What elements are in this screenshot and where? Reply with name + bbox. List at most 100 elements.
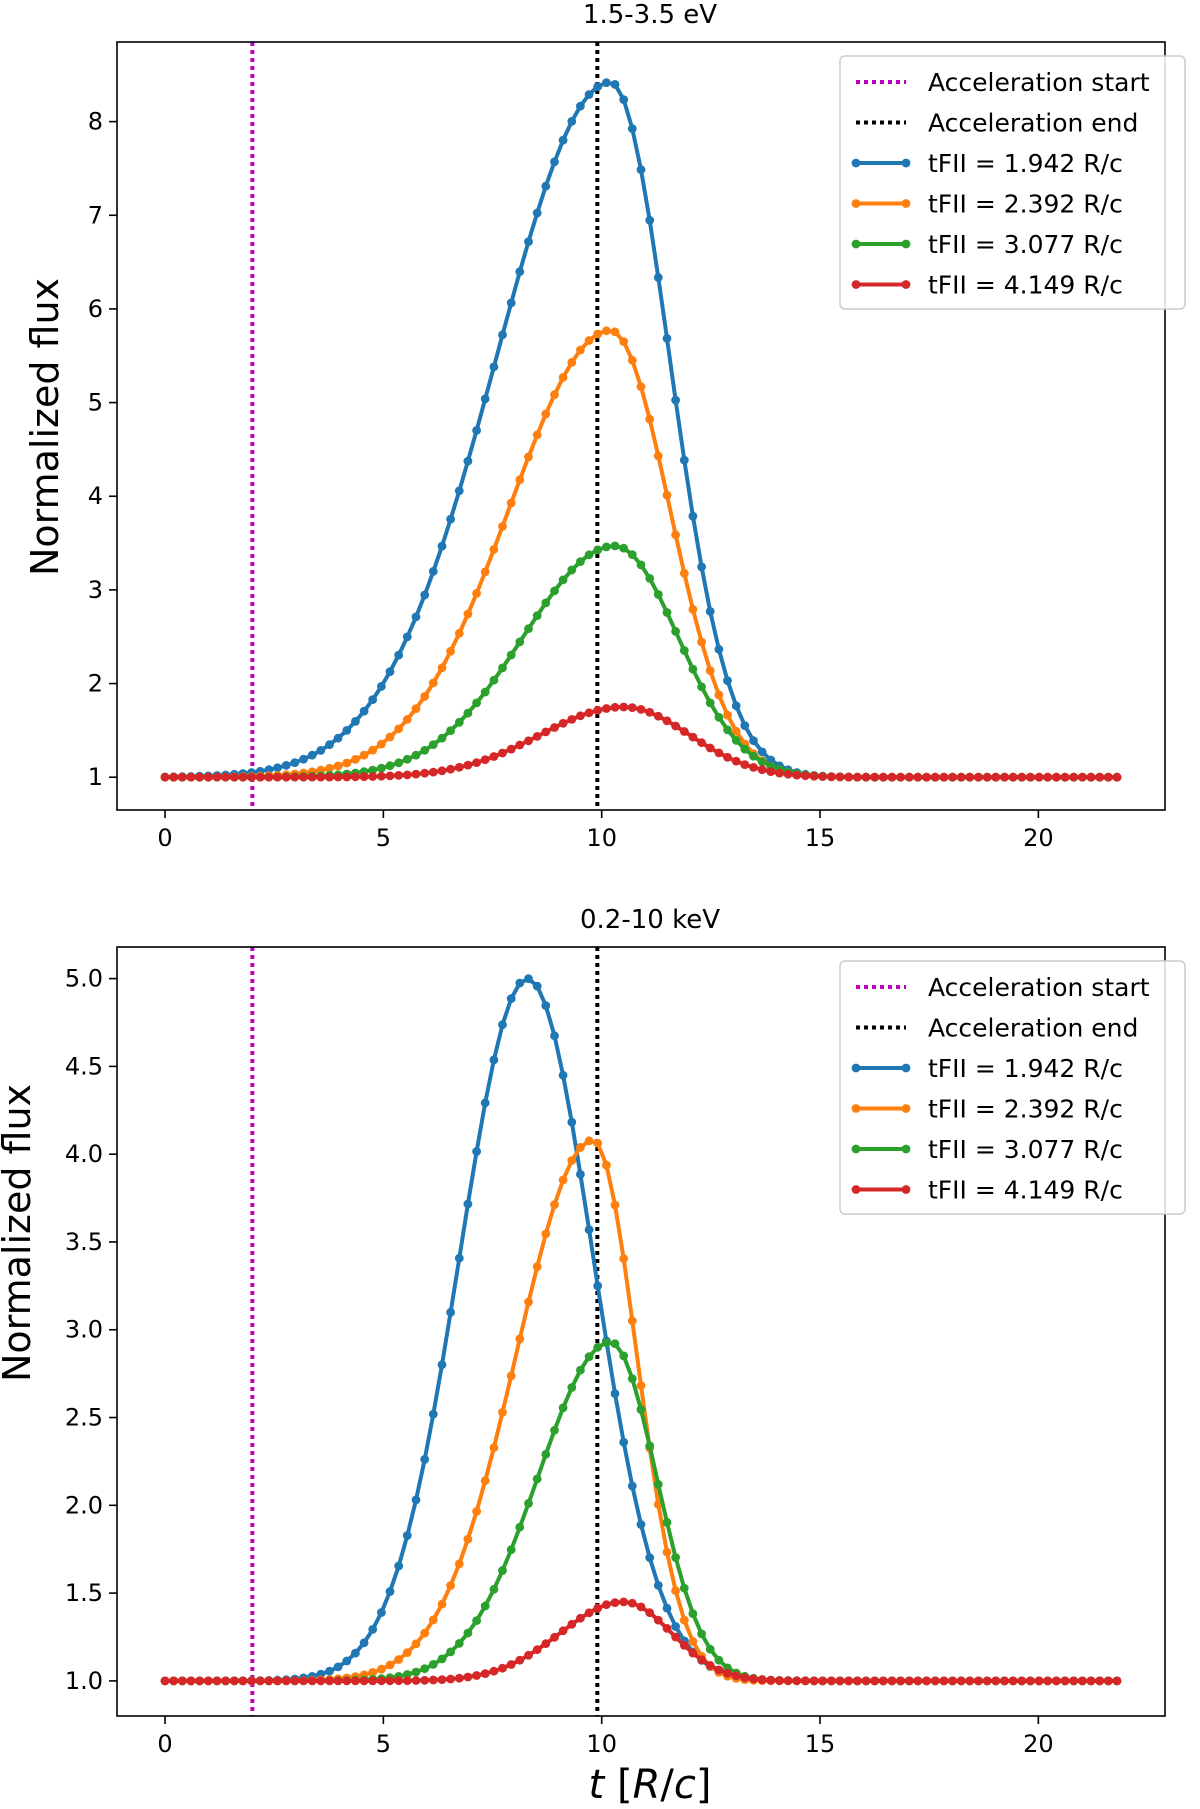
data-point <box>896 1676 905 1686</box>
data-point <box>550 157 559 167</box>
data-point <box>446 1647 455 1657</box>
data-point <box>489 1584 499 1594</box>
data-point <box>532 732 542 741</box>
data-point <box>325 740 334 750</box>
data-point <box>385 1676 395 1686</box>
data-point <box>697 562 706 572</box>
legend-marker <box>851 280 861 289</box>
data-point <box>480 394 490 404</box>
data-point <box>498 1663 507 1673</box>
data-point <box>714 1665 724 1675</box>
data-point <box>524 736 533 746</box>
data-point <box>333 1662 343 1672</box>
data-point <box>446 764 455 774</box>
data-point <box>619 337 629 346</box>
data-point <box>593 1603 603 1613</box>
data-point <box>195 772 205 782</box>
data-point <box>584 1136 594 1146</box>
data-point <box>472 1616 481 1625</box>
data-point <box>377 771 386 781</box>
x-tick-label: 10 <box>586 824 617 852</box>
data-point <box>584 1352 594 1361</box>
data-point <box>402 770 412 780</box>
data-point <box>420 768 430 778</box>
data-point <box>212 772 222 782</box>
data-point <box>558 1403 568 1413</box>
data-point <box>316 772 326 782</box>
data-point <box>498 1408 507 1417</box>
data-point <box>247 1676 256 1686</box>
data-point <box>550 390 559 400</box>
data-point <box>541 1449 551 1459</box>
y-tick-label: 1 <box>88 763 103 791</box>
data-point <box>1052 772 1061 782</box>
data-point <box>948 772 957 782</box>
data-point <box>757 757 767 767</box>
data-point <box>420 1628 430 1638</box>
data-point <box>195 1676 205 1686</box>
y-tick-label: 4.0 <box>65 1140 103 1168</box>
panel-bottom: 0.2-10 keV Normalized flux 0 5 10 15 20 1.0 1.… <box>0 905 1186 1758</box>
data-point <box>766 767 776 776</box>
data-point <box>1095 1676 1105 1686</box>
data-point <box>584 1608 594 1618</box>
data-point <box>697 1655 706 1665</box>
data-point <box>351 717 360 726</box>
data-point <box>619 1597 629 1607</box>
data-point <box>602 542 611 552</box>
data-point <box>930 1676 940 1686</box>
data-point <box>653 1581 663 1590</box>
data-point <box>922 1676 931 1686</box>
series-3 <box>160 541 1122 782</box>
data-point <box>359 1676 369 1686</box>
data-point <box>524 974 533 984</box>
data-point <box>645 1608 655 1618</box>
data-point <box>584 550 594 560</box>
data-point <box>420 1664 430 1674</box>
data-point <box>351 772 360 782</box>
data-point <box>506 744 516 754</box>
data-point <box>454 1559 464 1569</box>
legend-entry: tFII = 1.942 R/c <box>851 1054 1123 1083</box>
data-point <box>627 550 637 559</box>
data-point <box>567 1619 577 1629</box>
data-point <box>1017 1676 1027 1686</box>
data-point <box>385 667 395 676</box>
x-tick-label: 15 <box>805 824 836 852</box>
data-point <box>255 772 265 782</box>
data-point <box>705 698 715 708</box>
data-point <box>472 758 481 767</box>
data-point <box>792 1676 802 1686</box>
y-tick-label: 2 <box>88 670 103 698</box>
data-point <box>524 1297 533 1307</box>
data-point <box>186 772 196 782</box>
data-point <box>593 82 603 91</box>
data-point <box>558 1175 568 1185</box>
data-point <box>705 666 715 675</box>
data-point <box>567 715 577 724</box>
data-point <box>1060 772 1070 782</box>
data-point <box>169 772 179 782</box>
data-point <box>558 1626 568 1636</box>
data-point <box>731 756 741 766</box>
data-point <box>506 1545 516 1555</box>
data-point <box>593 329 603 339</box>
legend-box <box>839 960 1186 1215</box>
data-point <box>584 708 594 718</box>
data-point <box>498 522 507 531</box>
data-point <box>524 1499 533 1508</box>
data-point <box>705 1661 715 1670</box>
y-tick-label: 3.5 <box>65 1228 103 1256</box>
data-point <box>679 455 689 465</box>
legend: Acceleration start Acceleration end tFII =… <box>839 55 1186 310</box>
data-point <box>602 78 611 88</box>
data-point <box>576 101 585 111</box>
legend-marker <box>901 239 911 249</box>
data-point <box>1112 1676 1122 1686</box>
data-point <box>688 1637 698 1646</box>
data-point <box>454 1253 464 1263</box>
data-point <box>801 771 810 781</box>
data-point <box>576 1143 585 1152</box>
data-point <box>498 330 507 340</box>
legend-marker <box>851 199 861 208</box>
